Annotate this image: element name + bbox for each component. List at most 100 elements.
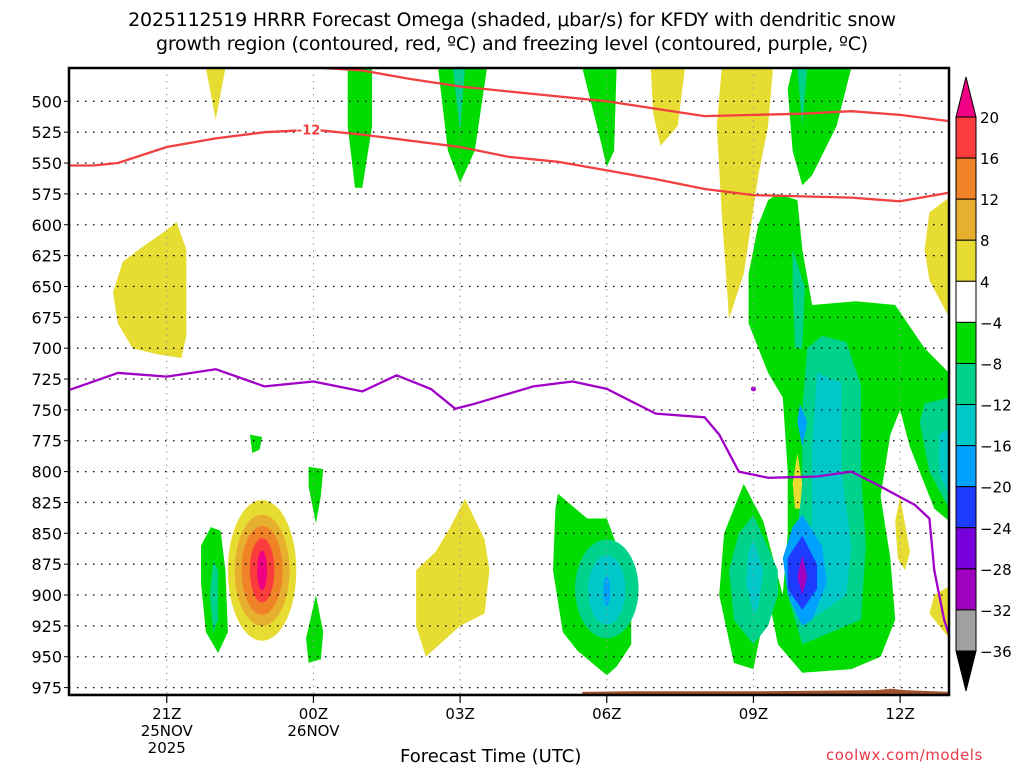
y-tick-label: 925 xyxy=(31,617,62,636)
x-tick-label: 09Z xyxy=(739,705,768,723)
colorbar-bin xyxy=(955,404,977,447)
colorbar-bin xyxy=(955,445,977,488)
omega-region xyxy=(797,68,808,126)
contour-label: -12 xyxy=(297,124,321,139)
colorbar-bin xyxy=(955,568,977,611)
surface-terrain xyxy=(69,688,949,695)
colorbar-bin xyxy=(955,609,977,652)
y-tick-label: 950 xyxy=(31,648,62,667)
x-tick-label: 2025 xyxy=(148,739,186,757)
omega-region xyxy=(205,68,226,120)
y-tick-label: 625 xyxy=(31,247,62,266)
omega-region xyxy=(452,68,465,133)
colorbar-label: −24 xyxy=(980,520,1012,538)
colorbar: 20 16 12 8 4 −4 −8 −12 −16 −20 −24 −28 −32 −36 xyxy=(955,76,1012,692)
contour-line xyxy=(323,68,949,123)
y-tick-label: 600 xyxy=(31,216,62,235)
omega-region xyxy=(257,550,267,591)
contour-line xyxy=(69,368,949,635)
colorbar-label: −32 xyxy=(980,602,1012,620)
y-tick-label: 550 xyxy=(31,154,62,173)
y-tick-label: 875 xyxy=(31,555,62,574)
colorbar-arrow-top xyxy=(955,76,977,118)
omega-region xyxy=(919,397,949,509)
omega-region xyxy=(939,428,949,497)
colorbar-label: −4 xyxy=(980,314,1002,332)
colorbar-label: −36 xyxy=(980,643,1012,661)
terrain-fill xyxy=(69,688,949,695)
colorbar-bin xyxy=(955,362,977,406)
y-tick-label: 675 xyxy=(31,308,62,327)
title-line-2: growth region (contoured, red, ºC) and f… xyxy=(155,33,869,55)
omega-region xyxy=(750,386,756,392)
omega-region xyxy=(209,560,219,633)
colorbar-bin xyxy=(955,198,977,241)
contour-lines: -12 xyxy=(69,68,949,635)
y-tick-label: 850 xyxy=(31,524,62,543)
colorbar-label: 16 xyxy=(980,150,999,168)
omega-region xyxy=(929,586,949,639)
omega-region xyxy=(797,555,808,595)
contour-line xyxy=(69,128,949,203)
colorbar-arrow-bottom xyxy=(955,650,977,692)
grid-lines xyxy=(69,68,949,695)
contour-label-bg xyxy=(296,121,321,138)
y-tick-label: 700 xyxy=(31,339,62,358)
x-tick-label: 26NOV xyxy=(287,722,340,740)
omega-region xyxy=(895,496,910,571)
omega-region xyxy=(438,68,487,183)
y-tick-label: 725 xyxy=(31,370,62,389)
y-tick-label: 650 xyxy=(31,277,62,296)
colorbar-label: −20 xyxy=(980,479,1012,497)
y-tick-label: 975 xyxy=(31,679,62,698)
x-tick-label: 00Z xyxy=(299,705,328,723)
colorbar-label: 8 xyxy=(980,232,990,250)
x-tick-label: 03Z xyxy=(445,705,474,723)
omega-region xyxy=(924,197,949,318)
colorbar-bin xyxy=(955,280,977,323)
colorbar-bin xyxy=(955,157,977,200)
omega-region xyxy=(582,68,617,167)
omega-region xyxy=(792,249,805,349)
x-tick-label: 21Z xyxy=(152,705,181,723)
y-tick-label: 750 xyxy=(31,401,62,420)
y-tick-label: 825 xyxy=(31,493,62,512)
chart-title: 2025112519 HRRR Forecast Omega (shaded, … xyxy=(0,8,1024,56)
x-tick-label: 12Z xyxy=(885,705,914,723)
x-axis-label: Forecast Time (UTC) xyxy=(400,746,582,767)
colorbar-label: −16 xyxy=(980,438,1012,456)
omega-region xyxy=(650,68,685,146)
y-tick-label: 525 xyxy=(31,123,62,142)
colorbar-bin xyxy=(955,486,977,529)
colorbar-bin xyxy=(955,116,977,159)
y-tick-label: 775 xyxy=(31,432,62,451)
colorbar-label: 4 xyxy=(980,273,990,291)
y-axis: 500 525 550 575 600 625 650 675 700 725 750 775 800 8… xyxy=(31,92,69,698)
omega-region xyxy=(306,595,324,663)
colorbar-label: −28 xyxy=(980,561,1012,579)
colorbar-bin xyxy=(955,239,977,282)
x-tick-label: 06Z xyxy=(592,705,621,723)
omega-region xyxy=(416,498,490,657)
colorbar-label: −12 xyxy=(980,397,1012,415)
y-tick-label: 900 xyxy=(31,586,62,605)
colorbar-label: 12 xyxy=(980,191,999,209)
title-line-1: 2025112519 HRRR Forecast Omega (shaded, … xyxy=(128,9,896,31)
omega-region xyxy=(308,466,324,524)
omega-region xyxy=(347,68,373,188)
omega-region xyxy=(113,222,187,358)
credit-link[interactable]: coolwx.com/models xyxy=(826,746,983,764)
omega-region xyxy=(249,434,263,454)
x-tick-label: 25NOV xyxy=(141,722,194,740)
colorbar-bin xyxy=(955,527,977,570)
omega-region xyxy=(797,403,808,447)
colorbar-bin xyxy=(955,321,977,364)
colorbar-label: −8 xyxy=(980,355,1002,373)
y-tick-label: 575 xyxy=(31,185,62,204)
y-tick-label: 800 xyxy=(31,463,62,482)
omega-region xyxy=(603,576,611,607)
omega-shading xyxy=(113,68,949,676)
colorbar-label: 20 xyxy=(980,109,999,127)
